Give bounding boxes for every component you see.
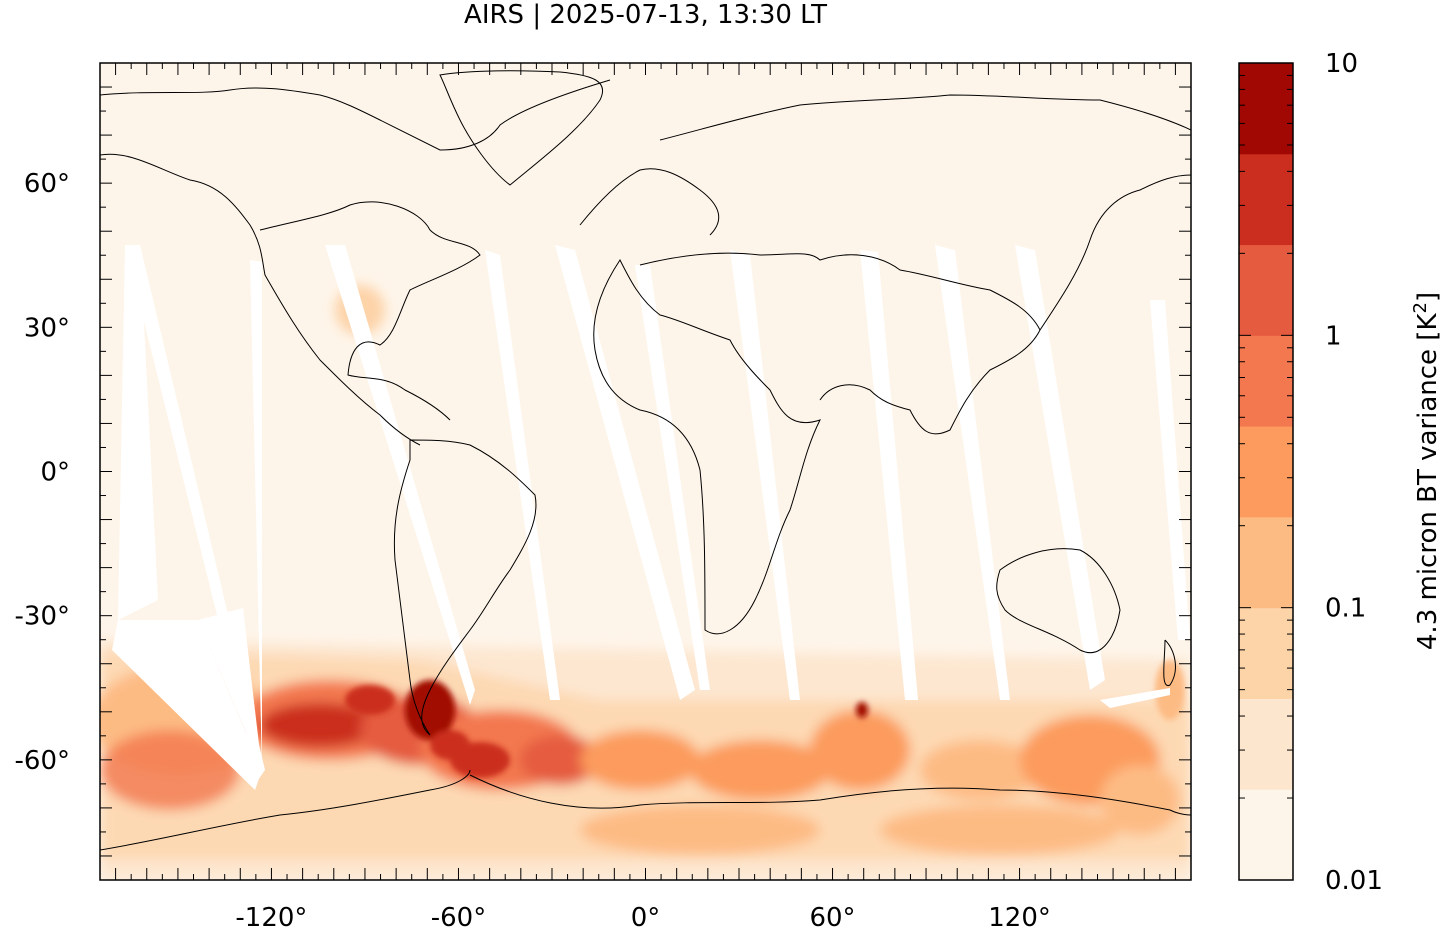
- latitude-label: 30°: [24, 313, 70, 343]
- colorbar-tick-label: 0.1: [1325, 594, 1366, 624]
- colorbar-tick-label: 1: [1325, 321, 1342, 351]
- map-title: AIRS | 2025-07-13, 13:30 LT: [464, 0, 827, 30]
- colorbar-title: 4.3 micron BT variance [K2]: [1410, 292, 1442, 650]
- colorbar-level: [1239, 63, 1293, 155]
- colorbar-level: [1239, 516, 1293, 609]
- colorbar-level: [1239, 153, 1293, 246]
- colorbar-tick-label: 10: [1325, 49, 1358, 79]
- longitude-label: 120°: [988, 903, 1051, 930]
- colorbar-frame: [1238, 62, 1294, 881]
- colorbar-level: [1239, 335, 1293, 427]
- latitude-label: 0°: [40, 458, 70, 488]
- coastlines: [100, 70, 1191, 851]
- latitude-labels: 60° 30° 0° -30° -60°: [15, 169, 70, 776]
- latitude-label: -60°: [15, 746, 70, 776]
- colorbar-tick-label: 0.01: [1325, 866, 1383, 896]
- longitude-label: -60°: [431, 903, 486, 930]
- colorbar-level: [1239, 244, 1293, 336]
- variance-field: [100, 285, 1191, 880]
- colorbar-level: [1239, 426, 1293, 518]
- latitude-label: 60°: [24, 169, 70, 199]
- colorbar-tick-labels: 10 1 0.1 0.01: [1325, 49, 1383, 896]
- axis-ticks: [100, 63, 1191, 880]
- longitude-label: -120°: [235, 903, 307, 930]
- longitude-labels: -120° -60° 0° 60° 120°: [235, 903, 1050, 930]
- latitude-label: -30°: [15, 602, 70, 632]
- colorbar-levels: [1239, 63, 1293, 881]
- colorbar: 10 1 0.1 0.01 4.3 micron BT variance [K2]: [1238, 49, 1442, 896]
- longitude-label: 60°: [809, 903, 855, 930]
- longitude-label: 0°: [631, 903, 661, 930]
- colorbar-level: [1239, 607, 1293, 699]
- data-gaps: [112, 245, 1190, 790]
- colorbar-level: [1239, 698, 1293, 790]
- map-area: [100, 63, 1191, 880]
- colorbar-ticks: [1239, 62, 1293, 881]
- colorbar-level: [1239, 789, 1293, 881]
